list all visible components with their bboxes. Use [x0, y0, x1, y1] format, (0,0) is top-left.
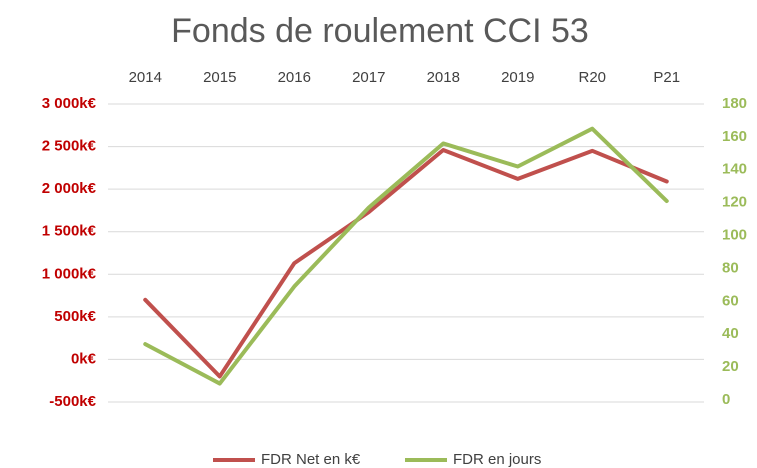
x-tick-label: 2014: [129, 69, 162, 86]
x-tick-label: 2019: [501, 69, 534, 86]
x-tick-label: P21: [653, 69, 680, 86]
y2-tick-label: 60: [722, 292, 739, 309]
y-tick-label: 2 000k€: [42, 180, 97, 197]
y-tick-label: 2 500k€: [42, 138, 97, 155]
y2-tick-label: 80: [722, 259, 739, 276]
chart-title: Fonds de roulement CCI 53: [171, 12, 589, 50]
y-tick-label: -500k€: [49, 393, 96, 410]
y2-tick-label: 180: [722, 95, 747, 112]
y-tick-label: 3 000k€: [42, 95, 97, 112]
legend-label: FDR en jours: [453, 451, 541, 468]
series-line: [143, 126, 669, 386]
y-tick-label: 1 500k€: [42, 223, 97, 240]
y2-tick-label: 140: [722, 161, 747, 178]
y2-tick-label: 40: [722, 325, 739, 342]
x-tick-label: 2015: [203, 69, 236, 86]
y2-tick-label: 0: [722, 391, 730, 408]
y-tick-label: 1 000k€: [42, 265, 97, 282]
y2-tick-label: 100: [722, 227, 747, 244]
y-tick-label: 500k€: [54, 308, 96, 325]
y2-tick-label: 160: [722, 128, 747, 145]
y-tick-label: 0k€: [71, 350, 97, 367]
y2-tick-label: 20: [722, 358, 739, 375]
x-tick-label: 2018: [427, 69, 460, 86]
series-line: [143, 147, 669, 379]
y2-tick-label: 120: [722, 194, 747, 211]
x-tick-label: 2017: [352, 69, 385, 86]
legend-label: FDR Net en k€: [261, 451, 361, 468]
x-tick-label: R20: [578, 69, 606, 86]
x-tick-label: 2016: [278, 69, 311, 86]
